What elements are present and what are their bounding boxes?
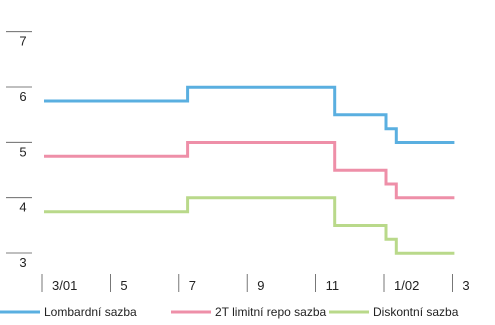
y-tick: 3 bbox=[6, 252, 32, 270]
x-tick: 1/02 bbox=[383, 274, 419, 293]
x-tick-label: 3/01 bbox=[52, 278, 77, 293]
x-tick-label: 11 bbox=[326, 278, 340, 293]
series-line-0 bbox=[44, 85, 455, 144]
legend-item: Diskontní sazba bbox=[329, 305, 459, 319]
y-tick-label: 6 bbox=[19, 89, 26, 104]
y-tick-label: 5 bbox=[19, 144, 26, 159]
legend-item: Lombardní sazba bbox=[0, 305, 137, 319]
y-tick-label: 7 bbox=[19, 34, 26, 49]
legend-item: 2T limitní repo sazba bbox=[171, 305, 326, 319]
x-tick: 9 bbox=[246, 274, 264, 293]
x-tick: 7 bbox=[178, 274, 196, 293]
y-tick: 6 bbox=[6, 86, 32, 104]
x-tick: 11 bbox=[315, 274, 340, 293]
series-line-1 bbox=[44, 141, 455, 200]
x-tick-label: 9 bbox=[257, 278, 264, 293]
x-tick: 3/01 bbox=[41, 274, 77, 293]
x-tick-label: 1/02 bbox=[394, 278, 419, 293]
y-axis: 3 4 5 6 7 bbox=[6, 31, 32, 270]
y-tick: 7 bbox=[6, 31, 32, 49]
x-tick: 3 bbox=[451, 274, 470, 293]
legend-label: Diskontní sazba bbox=[373, 305, 459, 319]
x-tick-label: 7 bbox=[189, 278, 196, 293]
x-axis: 3/01 5 7 9 11 1/02 3 bbox=[41, 274, 470, 293]
legend-label: Lombardní sazba bbox=[44, 305, 137, 319]
x-tick-label: 5 bbox=[120, 278, 127, 293]
y-tick-label: 4 bbox=[19, 200, 26, 215]
y-tick: 4 bbox=[6, 197, 32, 215]
legend: Lombardní sazba 2T limitní repo sazba Disk… bbox=[0, 305, 459, 319]
x-tick-label: 3 bbox=[462, 278, 469, 293]
series-line-2 bbox=[44, 196, 455, 255]
y-tick: 5 bbox=[6, 141, 32, 159]
y-tick-label: 3 bbox=[19, 255, 26, 270]
series-layer bbox=[44, 85, 455, 255]
x-tick: 5 bbox=[110, 274, 128, 293]
legend-label: 2T limitní repo sazba bbox=[215, 305, 326, 319]
